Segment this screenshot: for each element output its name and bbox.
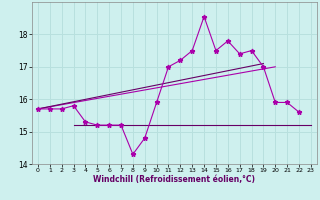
X-axis label: Windchill (Refroidissement éolien,°C): Windchill (Refroidissement éolien,°C) [93, 175, 255, 184]
